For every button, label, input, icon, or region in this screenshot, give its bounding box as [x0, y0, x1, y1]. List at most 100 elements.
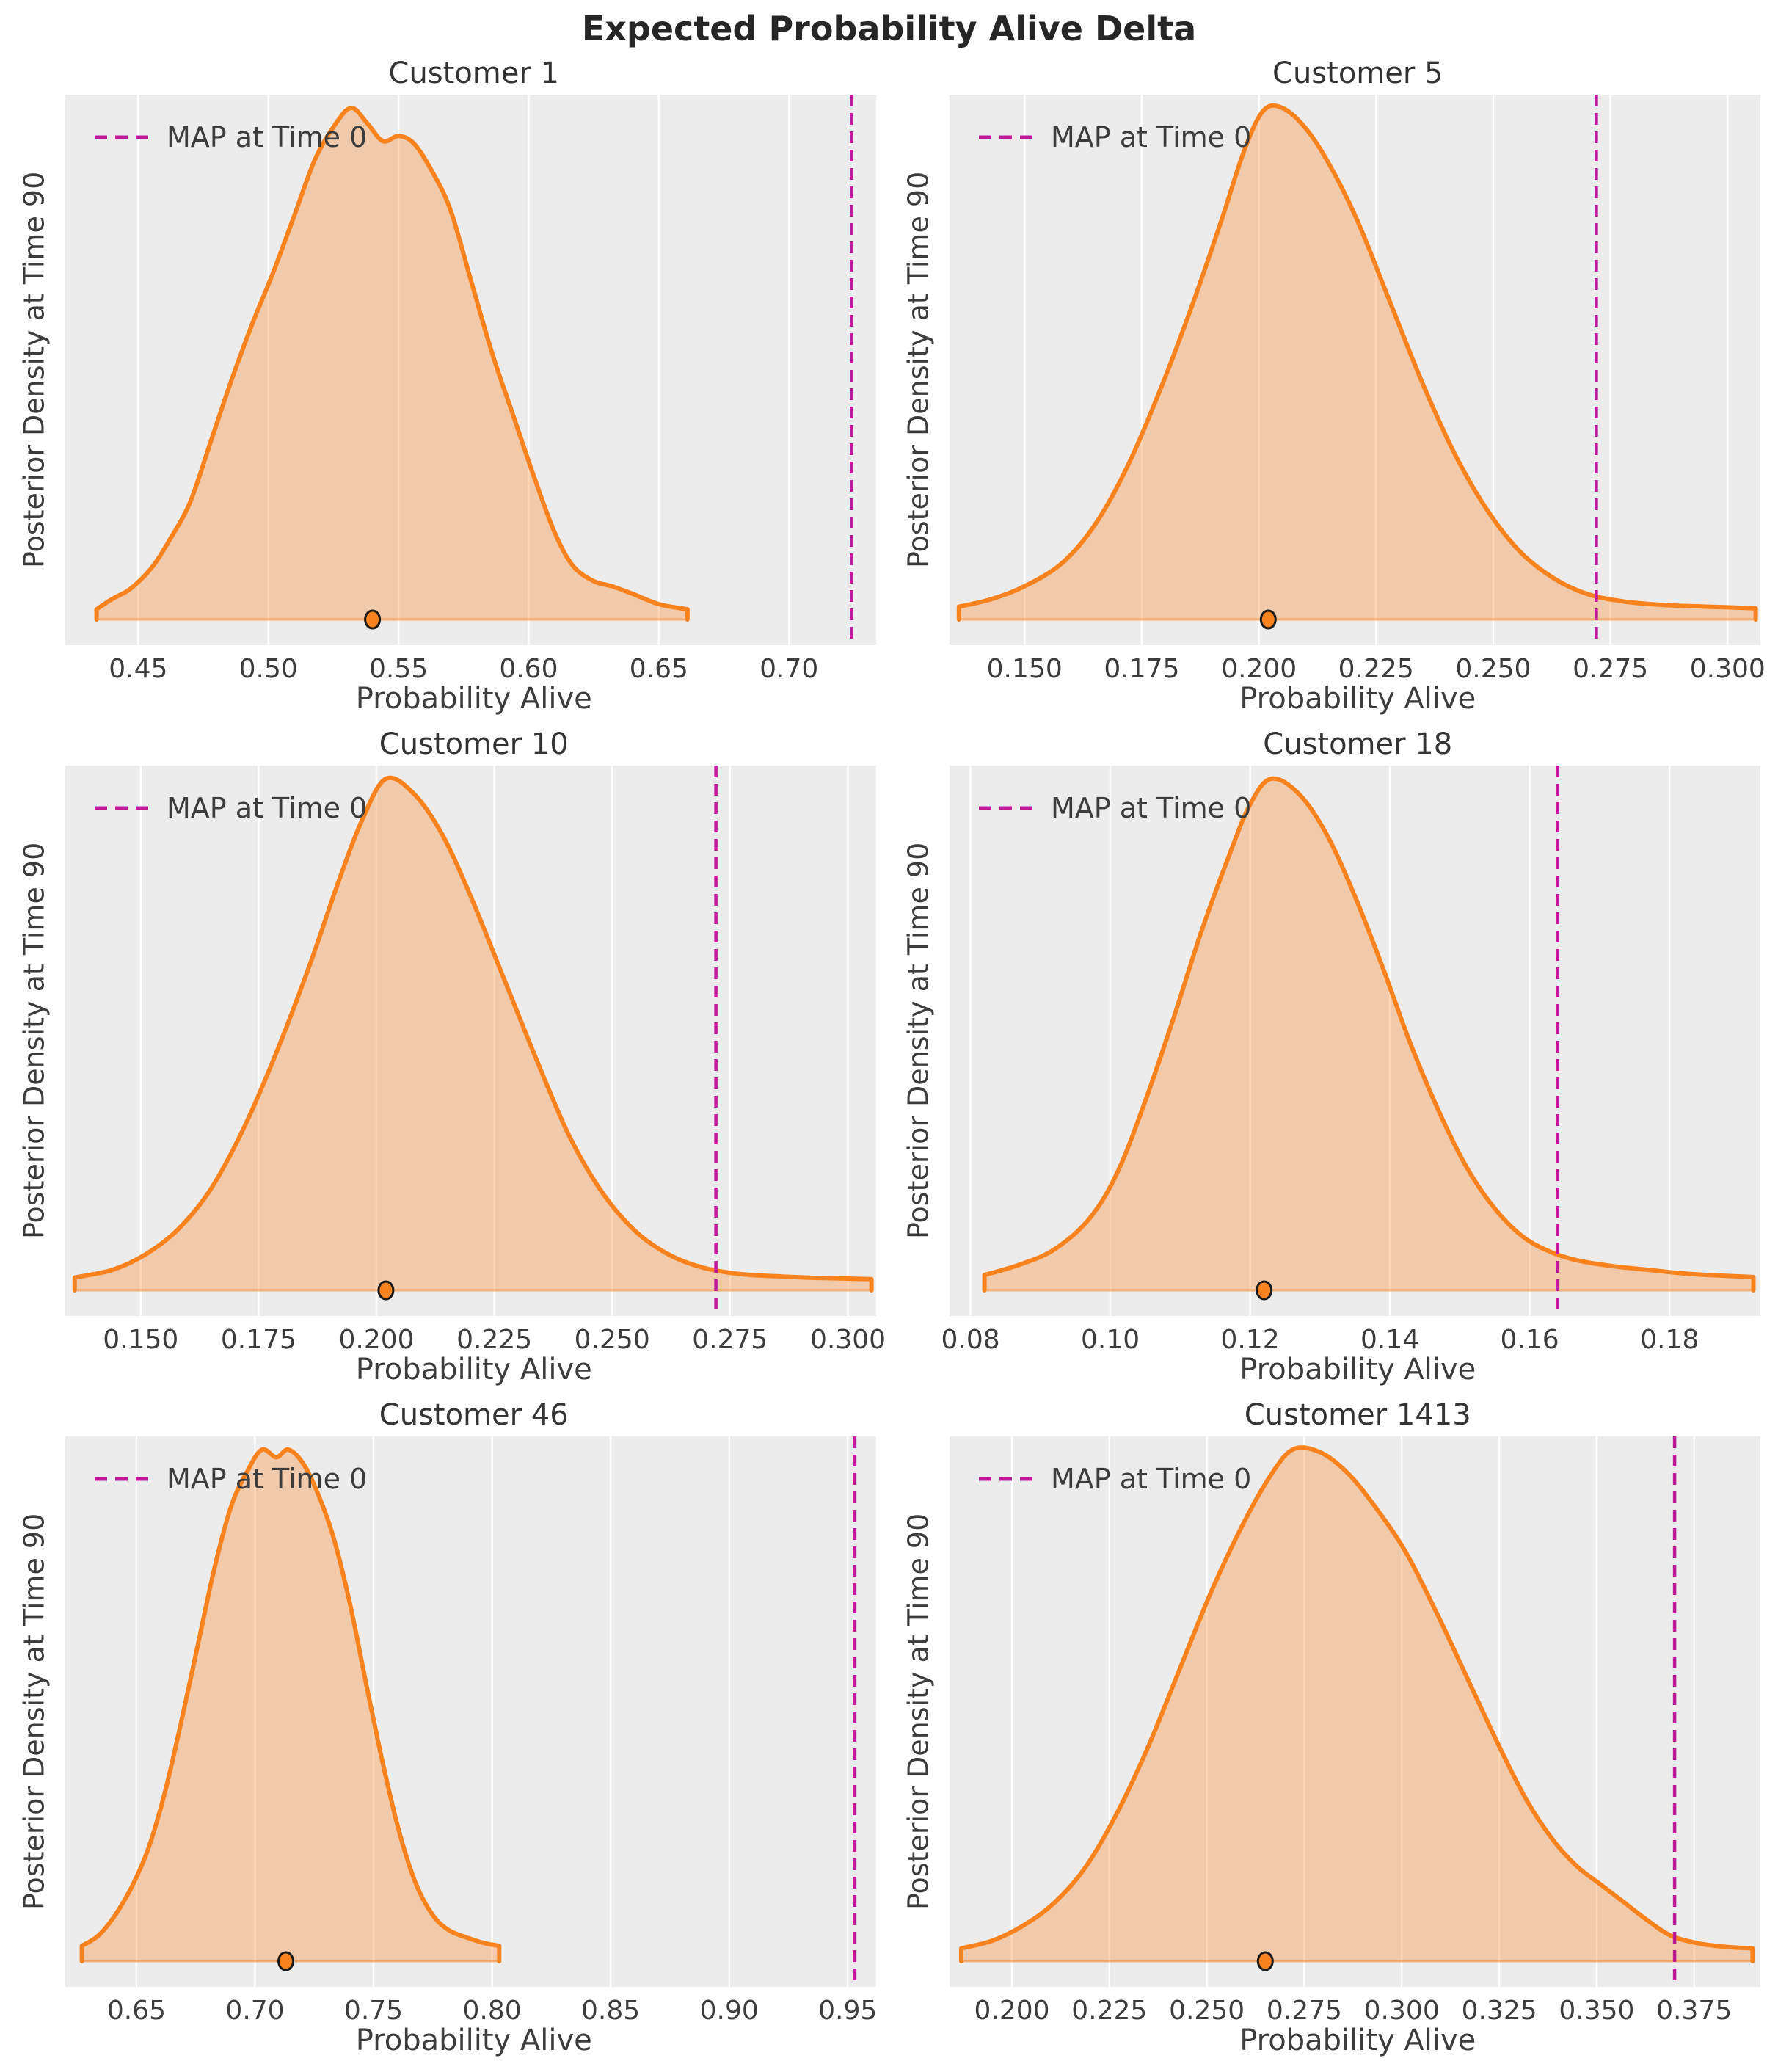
subplot-customer-18: Customer 18 Posterior Density at Time 90… — [887, 721, 1767, 1388]
tick-label: 0.150 — [986, 654, 1062, 684]
tick-label: 0.16 — [1500, 1325, 1559, 1355]
median-dot — [377, 1280, 395, 1301]
tick-label: 0.14 — [1360, 1325, 1419, 1355]
kde-plot: MAP at Time 0 0.08 0.10 0.12 0.14 0.16 0.18 — [941, 765, 1760, 1355]
legend-label: MAP at Time 0 — [1051, 792, 1251, 824]
kde-fill — [81, 1449, 500, 1961]
kde-fill — [984, 778, 1753, 1290]
legend-label: MAP at Time 0 — [167, 792, 367, 824]
plot-body: Posterior Density at Time 90 MAP at Time… — [887, 765, 1767, 1355]
x-axis-label: Probability Alive — [1239, 2023, 1476, 2057]
page-title: Expected Probability Alive Delta — [581, 9, 1197, 48]
tick-label: 0.250 — [575, 1325, 650, 1355]
subplot-customer-1413: Customer 1413 Posterior Density at Time … — [887, 1392, 1767, 2059]
tick-label: 0.275 — [1573, 654, 1648, 684]
tick-label: 0.12 — [1220, 1325, 1279, 1355]
axes-background — [949, 94, 1760, 645]
x-axis-label: Probability Alive — [355, 1352, 592, 1386]
subplot-title: Customer 18 — [1263, 727, 1453, 761]
kde-curve — [94, 105, 690, 622]
median-dot — [1256, 1951, 1274, 1971]
tick-label: 0.85 — [581, 1996, 640, 2026]
axes-background — [65, 94, 876, 645]
tick-label: 0.10 — [1081, 1325, 1140, 1355]
subplot-title: Customer 1413 — [1244, 1397, 1471, 1432]
median-dot — [277, 1951, 294, 1971]
kde-fill — [961, 1447, 1752, 1961]
plot-body: Posterior Density at Time 90 MAP at Time… — [3, 94, 883, 684]
median-dot — [1259, 609, 1277, 630]
kde-curve — [956, 103, 1758, 622]
x-axis-label: Probability Alive — [355, 2023, 592, 2057]
plot-body: Posterior Density at Time 90 MAP at Time… — [3, 1436, 883, 2026]
kde-curve — [982, 776, 1755, 1293]
subplot-customer-1: Customer 1 Posterior Density at Time 90 … — [3, 51, 883, 717]
tick-label: 0.65 — [630, 654, 688, 684]
tick-label: 0.45 — [109, 654, 167, 684]
kde-plot: MAP at Time 0 0.150 0.175 0.200 0.225 0.250 0.… — [65, 765, 886, 1355]
kde-plot: MAP at Time 0 0.65 0.70 0.75 0.80 0.85 0.90 0.9… — [65, 1436, 877, 2026]
kde-plot: MAP at Time 0 0.200 0.225 0.250 0.275 0.300 0.… — [949, 1436, 1760, 2026]
plot-body: Posterior Density at Time 90 MAP at Time… — [887, 94, 1767, 684]
axes-background — [949, 1436, 1760, 1987]
kde-plot: MAP at Time 0 0.150 0.175 0.200 0.225 0.250 0.… — [949, 94, 1765, 684]
tick-label: 0.175 — [221, 1325, 296, 1355]
tick-label: 0.250 — [1169, 1996, 1245, 2026]
tick-label: 0.75 — [344, 1996, 403, 2026]
subplot-customer-5: Customer 5 Posterior Density at Time 90 … — [887, 51, 1767, 717]
tick-label: 0.70 — [225, 1996, 284, 2026]
y-axis-label: Posterior Density at Time 90 — [902, 1513, 934, 1910]
y-axis-label: Posterior Density at Time 90 — [18, 1513, 51, 1910]
kde-curve — [72, 775, 874, 1293]
tick-label: 0.18 — [1640, 1325, 1699, 1355]
x-axis-label: Probability Alive — [1239, 1352, 1476, 1386]
kde-fill — [958, 105, 1756, 619]
median-dot — [364, 609, 382, 630]
subplot-title: Customer 46 — [379, 1397, 569, 1432]
tick-label: 0.275 — [1266, 1996, 1341, 2026]
legend-label: MAP at Time 0 — [167, 121, 367, 153]
plot-body: Posterior Density at Time 90 MAP at Time… — [3, 765, 886, 1355]
tick-label: 0.08 — [941, 1325, 999, 1355]
kde-curve — [958, 1444, 1755, 1963]
y-axis-label: Posterior Density at Time 90 — [902, 842, 934, 1239]
tick-label: 0.275 — [692, 1325, 768, 1355]
tick-label: 0.300 — [1363, 1996, 1439, 2026]
tick-label: 0.70 — [759, 654, 818, 684]
tick-label: 0.200 — [338, 1325, 414, 1355]
tick-label: 0.300 — [1689, 654, 1765, 684]
tick-label: 0.200 — [974, 1996, 1049, 2026]
x-axis-label: Probability Alive — [1239, 681, 1476, 716]
tick-label: 0.300 — [810, 1325, 886, 1355]
subplot-customer-10: Customer 10 Posterior Density at Time 90… — [3, 721, 886, 1388]
tick-label: 0.90 — [700, 1996, 759, 2026]
axes-background — [65, 765, 876, 1316]
tick-label: 0.350 — [1559, 1996, 1634, 2026]
legend-label: MAP at Time 0 — [1051, 1463, 1251, 1495]
legend-label: MAP at Time 0 — [1051, 121, 1251, 153]
tick-label: 0.50 — [239, 654, 298, 684]
tick-label: 0.175 — [1104, 654, 1179, 684]
tick-label: 0.60 — [499, 654, 558, 684]
kde-plot: MAP at Time 0 0.45 0.50 0.55 0.60 0.65 0.70 — [65, 94, 876, 684]
tick-label: 0.55 — [369, 654, 428, 684]
tick-label: 0.225 — [1071, 1996, 1147, 2026]
x-axis-label: Probability Alive — [355, 681, 592, 716]
tick-label: 0.250 — [1455, 654, 1531, 684]
subplot-customer-46: Customer 46 Posterior Density at Time 90… — [3, 1392, 883, 2059]
tick-label: 0.80 — [463, 1996, 522, 2026]
subplot-title: Customer 5 — [1272, 56, 1443, 90]
subplot-title: Customer 10 — [379, 727, 569, 761]
tick-label: 0.225 — [1338, 654, 1413, 684]
y-axis-label: Posterior Density at Time 90 — [18, 171, 51, 568]
tick-label: 0.375 — [1656, 1996, 1732, 2026]
subplot-title: Customer 1 — [388, 56, 559, 90]
legend-label: MAP at Time 0 — [167, 1463, 367, 1495]
median-dot — [1255, 1280, 1272, 1301]
kde-fill — [74, 777, 872, 1290]
kde-fill — [96, 107, 688, 619]
tick-label: 0.150 — [103, 1325, 178, 1355]
y-axis-label: Posterior Density at Time 90 — [902, 171, 934, 568]
axes-background — [65, 1436, 876, 1987]
plot-body: Posterior Density at Time 90 MAP at Time… — [887, 1436, 1767, 2026]
